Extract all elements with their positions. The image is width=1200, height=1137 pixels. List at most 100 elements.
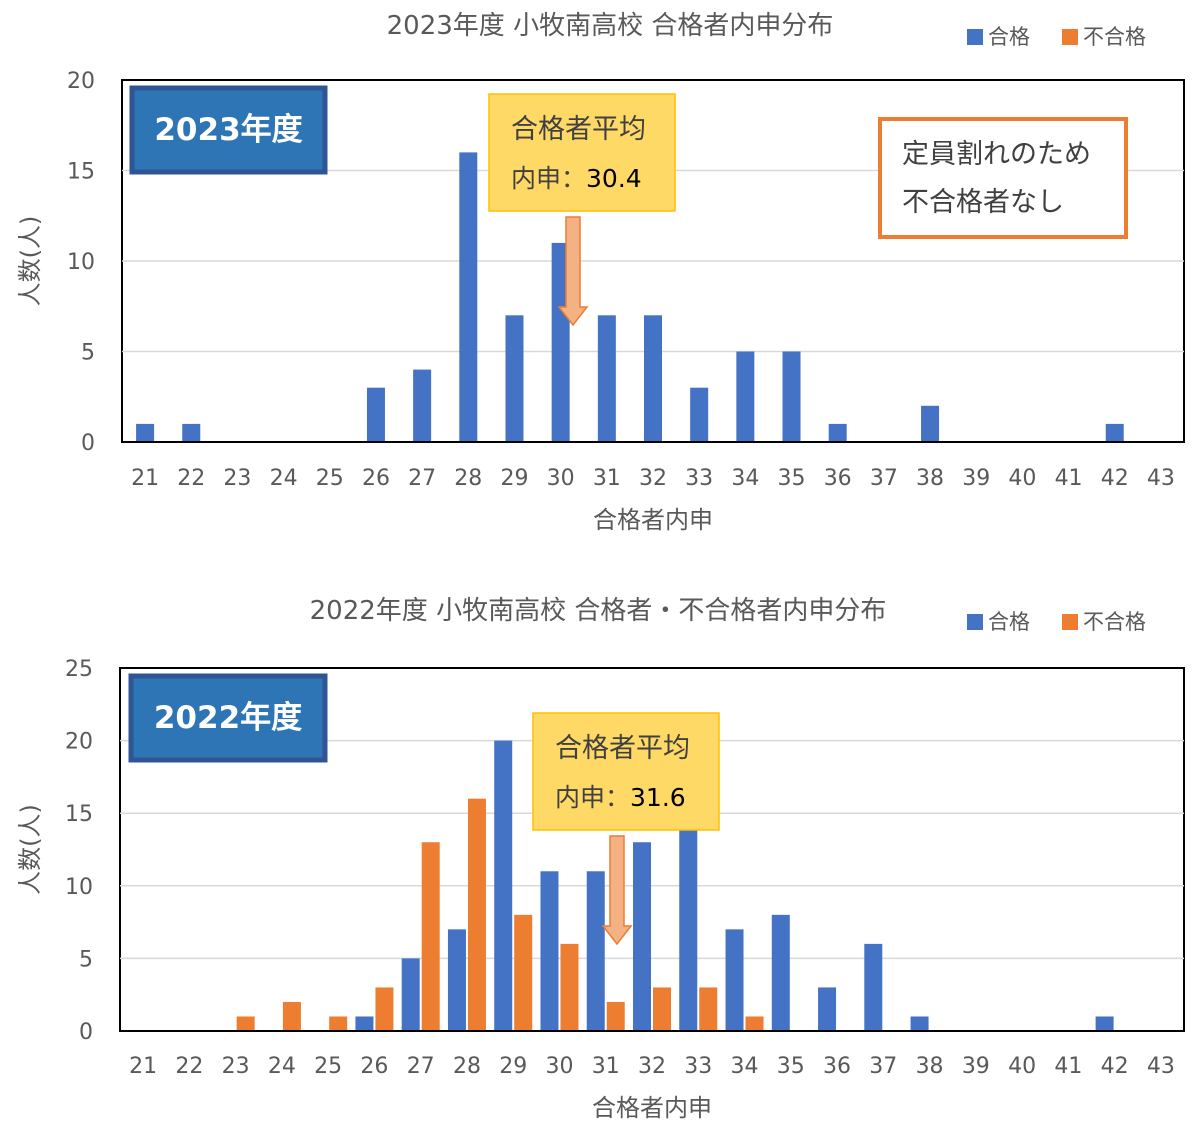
average-arrow-icon: [601, 835, 633, 946]
x-tick-label: 38: [916, 1054, 944, 1079]
y-tick-label: 15: [67, 160, 95, 185]
year-tag-box: [129, 85, 328, 175]
y-tick-label: 20: [65, 730, 93, 755]
x-tick-label: 37: [869, 1054, 897, 1079]
average-callout-line1: 合格者平均: [555, 733, 690, 764]
x-tick-label: 30: [545, 1054, 573, 1079]
bar-pass-28: [459, 152, 478, 442]
chart-title: 2022年度 小牧南高校 合格者・不合格者内申分布: [310, 596, 887, 626]
x-tick-label: 36: [824, 466, 852, 491]
x-tick-label: 25: [316, 466, 344, 491]
bar-pass-27: [401, 958, 420, 1031]
x-tick-label: 40: [1008, 466, 1036, 491]
x-tick-label: 35: [778, 466, 806, 491]
bar-fail-34: [745, 1016, 764, 1031]
y-tick-label: 0: [81, 431, 95, 456]
x-tick-label: 38: [916, 466, 944, 491]
x-tick-label: 41: [1054, 1054, 1082, 1079]
chart-2022: 2022年度 小牧南高校 合格者・不合格者内申分布 合格 不合格 0 5 10 15 20 25…: [0, 585, 1200, 1133]
bar-pass-27: [413, 369, 432, 442]
x-tick-label: 31: [593, 466, 621, 491]
bar-pass-28: [447, 929, 466, 1031]
average-callout-box: [532, 712, 720, 831]
x-tick-label: 32: [639, 466, 667, 491]
chart-2023-svg: 2023年度 小牧南高校 合格者内申分布 合格 不合格 0 5 10 15 20 人数(人) 21…: [16, 11, 1185, 534]
y-tick-label: 25: [65, 657, 93, 682]
x-tick-label: 43: [1147, 1054, 1175, 1079]
chart-title: 2023年度 小牧南高校 合格者内申分布: [387, 11, 834, 41]
legend-label-pass: 合格: [988, 25, 1030, 49]
bar-fail-32: [653, 987, 671, 1031]
x-tick-label: 26: [360, 1054, 388, 1079]
bar-fail-24: [282, 1001, 301, 1031]
x-tick-label: 21: [131, 466, 159, 491]
bar-pass-38: [910, 1016, 929, 1031]
year-tag-label: 2023年度: [154, 112, 302, 148]
bar-pass-32: [633, 842, 651, 1031]
x-tick-label: 39: [962, 466, 990, 491]
x-tick-label: 24: [268, 1054, 296, 1079]
average-arrow-icon: [557, 216, 589, 327]
bar-pass-42: [1095, 1016, 1114, 1031]
x-axis-label: 合格者内申: [592, 1094, 712, 1122]
y-axis-label: 人数(人): [16, 216, 44, 307]
bar-pass-35: [771, 914, 790, 1031]
x-tick-label: 28: [453, 1054, 481, 1079]
year-tag-label: 2022年度: [154, 700, 302, 736]
x-tick-label: 41: [1055, 466, 1083, 491]
x-tick-label: 39: [962, 1054, 990, 1079]
bar-fail-31: [606, 1001, 625, 1031]
x-tick-label: 36: [823, 1054, 851, 1079]
legend-swatch-pass: [967, 614, 983, 630]
bar-fail-25: [329, 1016, 348, 1031]
x-tick-label: 24: [270, 466, 298, 491]
bar-fail-27: [421, 842, 440, 1031]
legend-swatch-pass: [967, 29, 983, 45]
x-tick-label: 43: [1147, 466, 1175, 491]
x-axis-label: 合格者内申: [593, 506, 713, 534]
average-callout-prefix: 内申：: [511, 164, 586, 193]
x-tick-label: 31: [592, 1054, 620, 1079]
average-callout-line1: 合格者平均: [511, 114, 646, 145]
x-tick-label: 33: [684, 1054, 712, 1079]
x-tick-label: 22: [175, 1054, 203, 1079]
x-tick-label: 25: [314, 1054, 342, 1079]
x-tick-label: 28: [454, 466, 482, 491]
y-tick-label: 15: [65, 802, 93, 827]
chart-2022-svg: 2022年度 小牧南高校 合格者・不合格者内申分布 合格 不合格 0 5 10 15 20 25…: [16, 596, 1185, 1122]
y-tick-label: 10: [65, 875, 93, 900]
legend-label-fail: 不合格: [1083, 25, 1146, 49]
x-tick-label: 23: [222, 1054, 250, 1079]
bar-pass-29: [505, 315, 524, 442]
bar-fail-28: [467, 798, 486, 1031]
average-callout-box: [488, 93, 676, 212]
y-tick-label: 0: [79, 1020, 93, 1045]
x-tick-label: 29: [499, 1054, 527, 1079]
bar-fail-33: [699, 987, 718, 1031]
x-tick-label: 32: [638, 1054, 666, 1079]
average-callout-value: 30.4: [586, 164, 642, 193]
y-tick-label: 20: [67, 69, 95, 94]
bar-fail-29: [514, 914, 533, 1031]
average-callout-line2: 内申：31.6: [555, 783, 686, 812]
bar-pass-33: [690, 387, 709, 442]
bar-pass-22: [182, 423, 201, 442]
average-callout-line2: 内申：30.4: [511, 164, 642, 193]
y-tick-label: 5: [81, 341, 95, 366]
bar-pass-21: [136, 423, 155, 442]
year-tag-box: [128, 673, 328, 763]
x-tick-label: 22: [177, 466, 205, 491]
bar-pass-33: [679, 827, 698, 1031]
x-tick-label: 23: [223, 466, 251, 491]
bar-pass-30: [551, 242, 570, 442]
legend: 合格 不合格: [967, 25, 1146, 49]
bar-pass-31: [597, 315, 616, 442]
x-tick-label: 42: [1101, 466, 1129, 491]
y-axis-label: 人数(人): [16, 804, 44, 895]
legend-swatch-fail: [1062, 614, 1078, 630]
bar-pass-36: [828, 423, 847, 442]
bar-pass-29: [494, 740, 513, 1031]
x-tick-label: 33: [685, 466, 713, 491]
chart-2023: 2023年度 小牧南高校 合格者内申分布 合格 不合格 0 5 10 15 20 人数(人) 21…: [0, 0, 1200, 560]
legend-swatch-fail: [1062, 29, 1078, 45]
